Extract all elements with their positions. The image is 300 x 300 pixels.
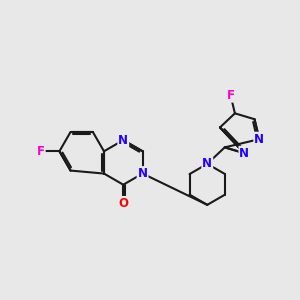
- Text: F: F: [37, 145, 45, 158]
- Text: N: N: [254, 133, 264, 146]
- Text: N: N: [118, 134, 128, 147]
- Text: N: N: [202, 157, 212, 170]
- Text: F: F: [226, 89, 235, 102]
- Text: N: N: [239, 147, 249, 160]
- Text: O: O: [118, 197, 128, 210]
- Text: N: N: [138, 167, 148, 180]
